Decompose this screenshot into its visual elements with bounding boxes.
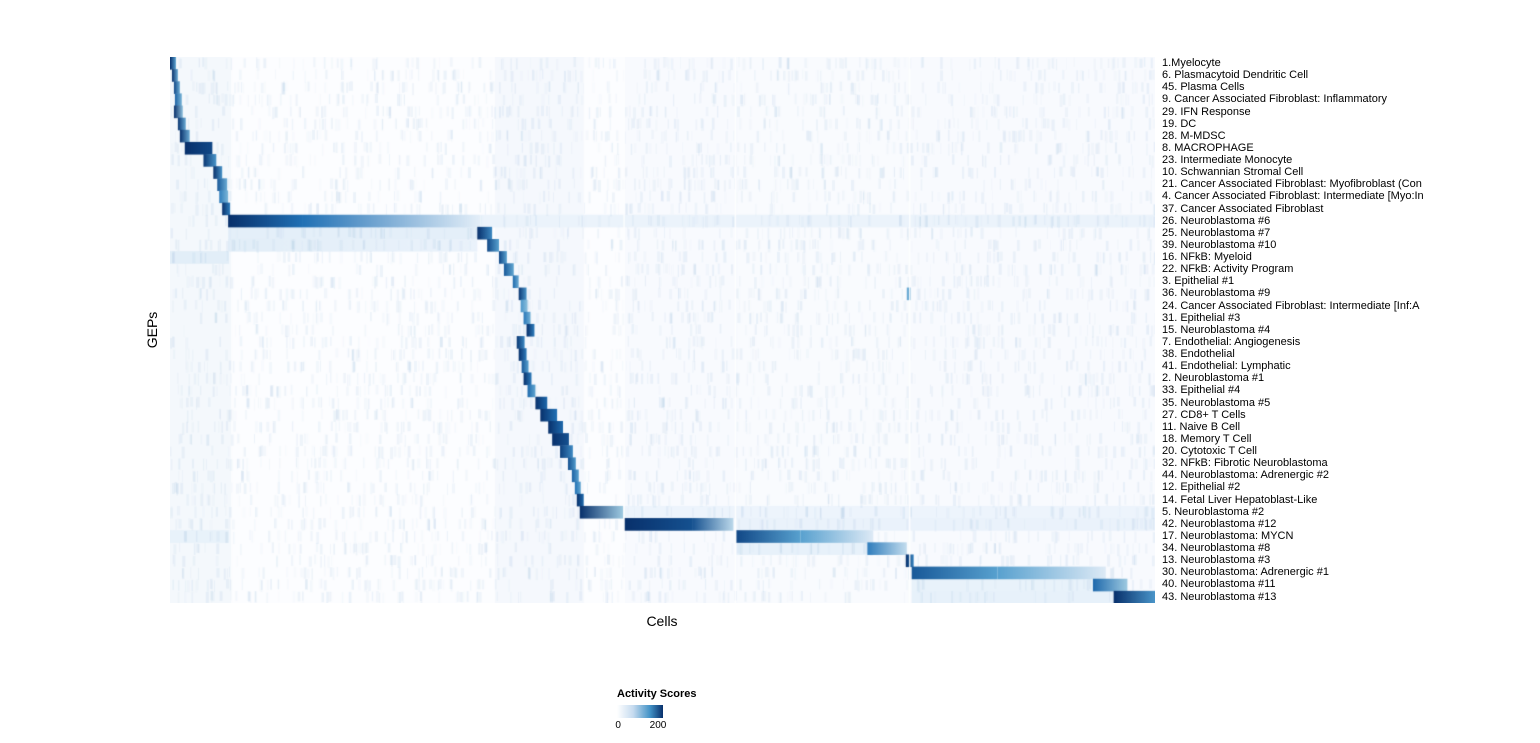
- row-label: 42. Neuroblastoma #12: [1162, 517, 1277, 530]
- row-label: 27. CD8+ T Cells: [1162, 408, 1246, 421]
- row-label: 9. Cancer Associated Fibroblast: Inflamm…: [1162, 93, 1387, 106]
- row-label: 39. Neuroblastoma #10: [1162, 238, 1277, 251]
- row-label: 34. Neuroblastoma #8: [1162, 542, 1271, 554]
- row-label: 20. Cytotoxic T Cell: [1162, 445, 1257, 457]
- row-label: 14. Fetal Liver Hepatoblast-Like: [1162, 493, 1318, 506]
- row-label: 45. Plasma Cells: [1162, 81, 1245, 94]
- legend: Activity Scores 0 200: [615, 688, 747, 732]
- row-label: 43. Neuroblastoma #13: [1162, 590, 1277, 603]
- row-label: 29. IFN Response: [1162, 105, 1251, 118]
- row-label: 40. Neuroblastoma #11: [1162, 578, 1276, 591]
- row-label: 16. NFkB: Myeloid: [1162, 251, 1252, 263]
- row-label: 35. Neuroblastoma #5: [1162, 396, 1271, 409]
- row-label: 26. Neuroblastoma #6: [1162, 214, 1271, 227]
- row-label: 11. Naive B Cell: [1162, 420, 1241, 433]
- row-label: 19. DC: [1162, 117, 1197, 130]
- row-label: 7. Endothelial: Angiogenesis: [1162, 335, 1301, 348]
- row-label: 10. Schwannian Stromal Cell: [1162, 166, 1304, 179]
- row-label: 18. Memory T Cell: [1162, 432, 1252, 445]
- y-axis-label: GEPs: [144, 311, 160, 349]
- row-label: 24. Cancer Associated Fibroblast: Interm…: [1162, 299, 1420, 312]
- row-label: 37. Cancer Associated Fibroblast: [1162, 202, 1324, 215]
- row-label: 36. Neuroblastoma #9: [1162, 287, 1271, 300]
- row-label: 38. Endothelial: [1162, 348, 1235, 360]
- row-label: 32. NFkB: Fibrotic Neuroblastoma: [1162, 457, 1328, 470]
- row-label: 5. Neuroblastoma #2: [1162, 505, 1265, 518]
- row-label: 21. Cancer Associated Fibroblast: Myofib…: [1162, 178, 1422, 191]
- row-label: 23. Intermediate Monocyte: [1162, 154, 1293, 166]
- legend-max-label: 200: [649, 720, 667, 731]
- row-label: 4. Cancer Associated Fibroblast: Interme…: [1162, 190, 1424, 203]
- legend-min-label: 0: [615, 720, 621, 731]
- row-label: 31. Epithelial #3: [1162, 311, 1241, 324]
- row-label: 41. Endothelial: Lymphatic: [1162, 360, 1291, 373]
- row-label: 17. Neuroblastoma: MYCN: [1162, 529, 1294, 542]
- row-label: 1.Myelocyte: [1162, 57, 1221, 69]
- row-label: 25. Neuroblastoma #7: [1162, 226, 1271, 239]
- row-label: 30. Neuroblastoma: Adrenergic #1: [1162, 566, 1329, 579]
- row-label: 8. MACROPHAGE: [1162, 141, 1254, 154]
- x-axis-label: Cells: [646, 613, 678, 629]
- row-label: 12. Epithelial #2: [1162, 481, 1241, 494]
- row-label: 22. NFkB: Activity Program: [1162, 263, 1294, 276]
- heatmap-canvas: [170, 57, 1155, 603]
- row-label: 15. Neuroblastoma #4: [1162, 323, 1271, 336]
- row-label: 44. Neuroblastoma: Adrenergic #2: [1162, 469, 1329, 482]
- legend-ticks: 0 200: [615, 720, 666, 732]
- row-label: 2. Neuroblastoma #1: [1162, 372, 1265, 385]
- row-label: 33. Epithelial #4: [1162, 384, 1241, 397]
- row-labels: 1.Myelocyte 6. Plasmacytoid Dendritic Cel…: [1162, 57, 1540, 603]
- row-label: 13. Neuroblastoma #3: [1162, 554, 1271, 567]
- row-label: 6. Plasmacytoid Dendritic Cell: [1162, 69, 1309, 82]
- legend-gradient: [617, 705, 663, 718]
- row-label: 28. M-MDSC: [1162, 129, 1226, 142]
- row-label: 3. Epithelial #1: [1162, 275, 1235, 288]
- legend-title: Activity Scores: [617, 688, 697, 700]
